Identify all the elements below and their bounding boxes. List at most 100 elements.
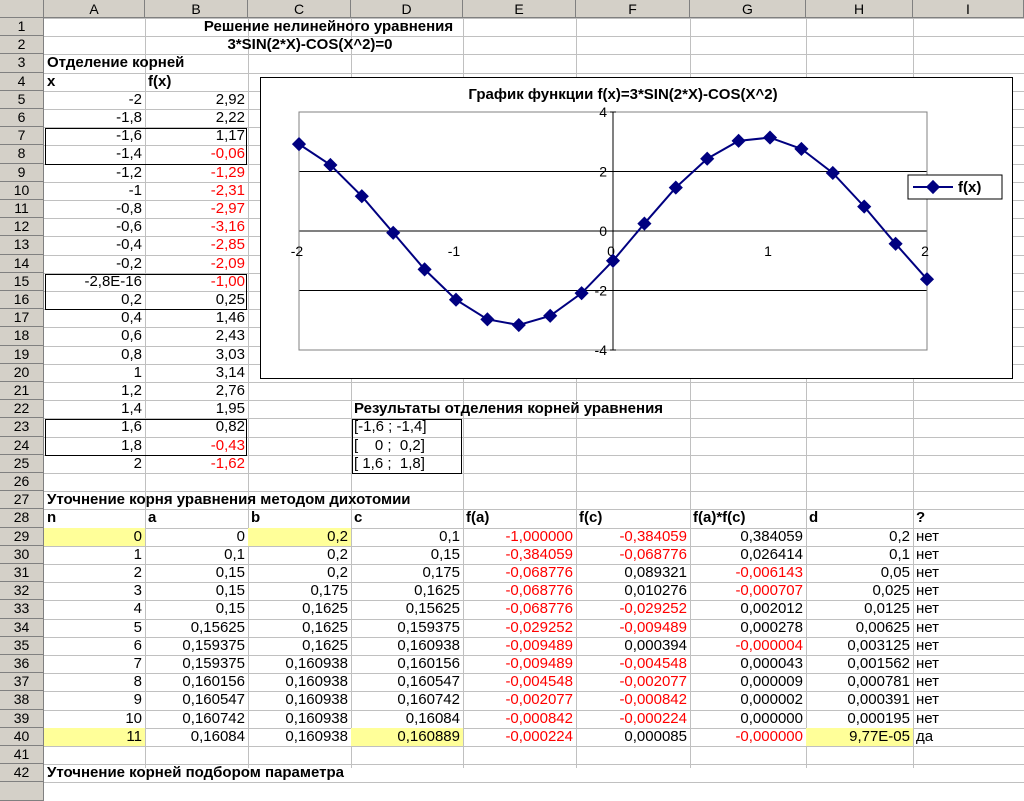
row-header[interactable]: 4: [0, 72, 44, 91]
row-header[interactable]: 42: [0, 764, 44, 783]
dich-cell[interactable]: 2: [133, 564, 142, 581]
dich-cell[interactable]: -0,000842: [619, 691, 687, 709]
dich-cell[interactable]: -0,009489: [505, 655, 573, 672]
x-value[interactable]: -1: [128, 181, 142, 199]
dich-cell[interactable]: 0,160156: [182, 673, 245, 691]
dich-cell[interactable]: 1: [133, 545, 142, 563]
row-header[interactable]: 30: [0, 545, 44, 564]
dich-cell[interactable]: 0,2: [248, 527, 351, 546]
dich-cell[interactable]: 0,16084: [405, 709, 460, 727]
row-header[interactable]: 15: [0, 272, 44, 291]
equation-title[interactable]: 3*SIN(2*X)-COS(X^2)=0: [227, 36, 393, 54]
dich-cell[interactable]: -0,384059: [619, 527, 687, 545]
select-all-corner[interactable]: [0, 0, 44, 18]
dich-cell[interactable]: 11: [44, 727, 145, 746]
fx-value[interactable]: -2,09: [210, 254, 245, 272]
dich-cell[interactable]: нет: [916, 636, 939, 654]
dich-cell[interactable]: нет: [916, 618, 939, 636]
dich-cell[interactable]: -0,006143: [735, 564, 803, 581]
x-value[interactable]: -0,4: [116, 236, 142, 254]
dich-cell[interactable]: 0,000391: [847, 691, 910, 709]
fx-value[interactable]: 1,95: [215, 400, 245, 418]
row-header[interactable]: 27: [0, 491, 44, 510]
x-value[interactable]: 0,2: [121, 291, 142, 308]
x-value[interactable]: -0,8: [116, 200, 142, 217]
section-title-parameter[interactable]: Уточнение корней подбором параметра: [47, 764, 344, 782]
column-header-b[interactable]: B: [145, 0, 248, 18]
dich-cell[interactable]: 0,15625: [190, 618, 245, 636]
dich-cell[interactable]: нет: [916, 582, 939, 600]
fx-value[interactable]: -2,97: [210, 200, 245, 217]
dich-cell[interactable]: 0,089321: [624, 564, 687, 581]
dich-cell[interactable]: 0,000781: [847, 673, 910, 691]
row-header[interactable]: 31: [0, 564, 44, 583]
dich-cell[interactable]: 9,77E-05: [806, 727, 913, 746]
dich-cell[interactable]: 0,000394: [624, 636, 687, 654]
dich-cell[interactable]: 0,175: [422, 564, 460, 581]
dich-cell[interactable]: 8: [133, 673, 142, 691]
dich-cell[interactable]: 0,1625: [302, 618, 348, 636]
dich-cell[interactable]: 0,15: [215, 582, 245, 600]
fx-value[interactable]: -1,00: [210, 272, 245, 290]
dich-cell[interactable]: -0,000004: [735, 636, 803, 654]
dich-cell[interactable]: 0,2: [327, 564, 348, 581]
results-title[interactable]: Результаты отделения корней уравнения: [354, 400, 664, 418]
fx-value[interactable]: 0,25: [215, 291, 245, 308]
row-header[interactable]: 33: [0, 600, 44, 619]
row-header[interactable]: 17: [0, 309, 44, 328]
x-value[interactable]: -2: [128, 90, 142, 108]
dich-cell[interactable]: -0,029252: [619, 600, 687, 618]
fx-value[interactable]: 1,17: [215, 127, 245, 145]
fx-value[interactable]: 2,92: [215, 90, 245, 108]
result-interval[interactable]: [-1,6 ; -1,4]: [354, 418, 427, 436]
dich-cell[interactable]: -0,068776: [505, 582, 573, 600]
dich-cell[interactable]: -1,000000: [505, 527, 573, 545]
dich-cell[interactable]: -0,384059: [505, 545, 573, 563]
dich-cell[interactable]: 0,000085: [624, 727, 687, 745]
row-header[interactable]: 41: [0, 746, 44, 765]
dich-cell[interactable]: 0,160938: [285, 655, 348, 672]
dich-header[interactable]: f(a): [466, 509, 490, 527]
row-header[interactable]: 10: [0, 181, 44, 200]
x-value[interactable]: 2: [133, 454, 142, 472]
dich-cell[interactable]: 0,2: [889, 527, 910, 545]
row-header[interactable]: 34: [0, 618, 44, 637]
row-header[interactable]: 11: [0, 200, 44, 219]
x-value[interactable]: 1,4: [121, 400, 142, 418]
row-header[interactable]: 22: [0, 400, 44, 419]
dich-header[interactable]: f(c): [579, 509, 603, 527]
row-header[interactable]: 18: [0, 327, 44, 346]
section-title-separation[interactable]: Отделение корней: [47, 54, 185, 72]
result-interval[interactable]: [ 0 ; 0,2]: [354, 436, 425, 454]
dich-cell[interactable]: 0,002012: [740, 600, 803, 618]
dich-cell[interactable]: 7: [133, 655, 142, 672]
dich-cell[interactable]: 0,1: [224, 545, 245, 563]
dich-cell[interactable]: -0,029252: [505, 618, 573, 636]
row-header[interactable]: 38: [0, 691, 44, 710]
dich-cell[interactable]: 10: [125, 709, 142, 727]
dich-cell[interactable]: 0,160742: [397, 691, 460, 709]
dich-cell[interactable]: 0,15: [215, 600, 245, 618]
dich-cell[interactable]: 0,0125: [864, 600, 910, 618]
x-value[interactable]: -2,8E-16: [84, 272, 142, 290]
row-header[interactable]: 24: [0, 436, 44, 455]
x-value[interactable]: -1,6: [116, 127, 142, 145]
dich-cell[interactable]: нет: [916, 564, 939, 581]
dich-cell[interactable]: 0,160156: [397, 655, 460, 672]
dich-cell[interactable]: -0,004548: [619, 655, 687, 672]
dich-cell[interactable]: -0,068776: [505, 564, 573, 581]
x-value[interactable]: 1,6: [121, 418, 142, 436]
dich-cell[interactable]: 0,15: [215, 564, 245, 581]
column-header-a[interactable]: A: [44, 0, 145, 18]
dich-cell[interactable]: 0,001562: [847, 655, 910, 672]
x-value[interactable]: 1: [133, 363, 142, 381]
dich-cell[interactable]: 0,000278: [740, 618, 803, 636]
dich-cell[interactable]: 0,025: [872, 582, 910, 600]
x-value[interactable]: -0,6: [116, 218, 142, 236]
x-value[interactable]: -0,2: [116, 254, 142, 272]
row-header[interactable]: 14: [0, 254, 44, 273]
row-header[interactable]: 25: [0, 454, 44, 473]
dich-cell[interactable]: 0,1625: [302, 636, 348, 654]
row-header[interactable]: 21: [0, 382, 44, 401]
x-value[interactable]: -1,2: [116, 163, 142, 181]
